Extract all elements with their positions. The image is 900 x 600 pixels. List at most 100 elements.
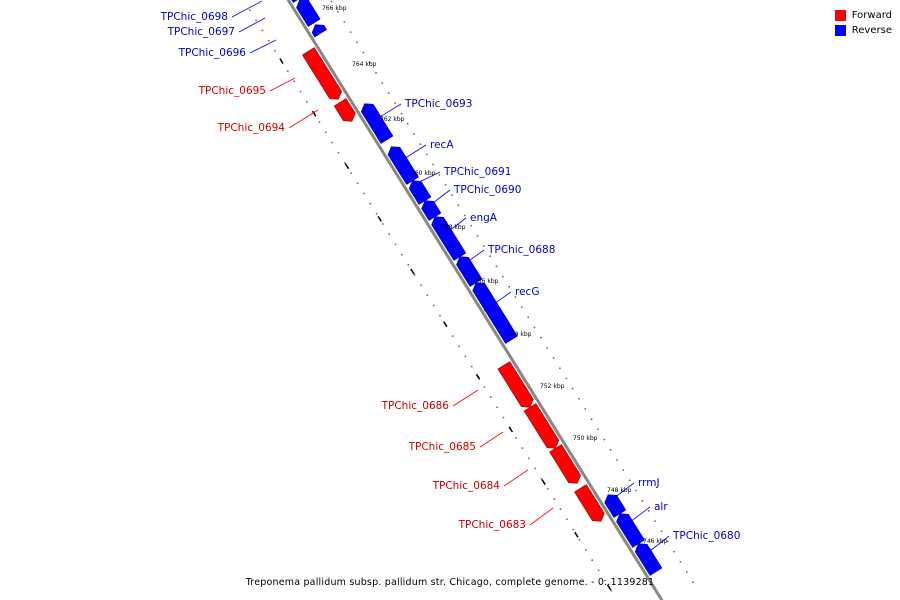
guide-dot — [591, 559, 594, 562]
guide-dot — [388, 233, 391, 236]
leader-line — [231, 0, 263, 18]
guide-dot — [489, 396, 492, 399]
tick-label: 764 kbp — [352, 61, 377, 68]
gene-arrow — [387, 146, 419, 185]
guide-dot — [597, 569, 600, 572]
gene-label: TPChic_0696 — [178, 47, 247, 59]
guide-dot — [425, 153, 428, 156]
guide-dot — [585, 549, 587, 551]
guide-dot — [337, 10, 339, 13]
legend-reverse-label: Reverse — [851, 25, 892, 36]
guide-dot — [660, 530, 663, 533]
guide-dot — [375, 71, 377, 74]
tick-label: 762 kbp — [380, 116, 405, 123]
guide-dot — [565, 377, 568, 380]
guide-dot — [413, 133, 415, 135]
minor-tick — [443, 321, 448, 328]
leader-line — [410, 171, 441, 187]
guide-dot — [628, 479, 631, 482]
gene-arrow — [574, 484, 605, 522]
guide-dot — [331, 141, 334, 144]
gene-label: TPChic_0688 — [487, 244, 555, 256]
gene-label: TPChic_0680 — [672, 530, 740, 542]
guide-dot — [584, 408, 587, 410]
guide-dot — [489, 255, 491, 258]
genome-backbone — [286, 0, 664, 600]
guide-dot — [451, 194, 453, 197]
guide-dot — [546, 488, 549, 490]
guide-dot — [609, 448, 612, 451]
gene-label: recA — [430, 139, 454, 151]
leader-line — [625, 506, 651, 526]
guide-dot — [362, 51, 365, 54]
guide-dot — [419, 143, 422, 146]
guide-dot — [274, 49, 276, 52]
guide-dot — [407, 263, 410, 266]
guide-dot — [482, 245, 485, 247]
guide-dot — [286, 70, 289, 73]
guide-dot — [464, 355, 467, 358]
guide-dot — [413, 274, 416, 276]
guide-dot — [641, 499, 644, 502]
gene-label: TPChic_0684 — [432, 480, 501, 492]
guide-dot — [458, 345, 460, 348]
scale-tick-labels: 766 kbp 764 kbp 762 kbp 760 kbp 758 kbp 756 k… — [322, 5, 668, 545]
guide-dot — [305, 100, 308, 103]
guide-dot — [578, 538, 581, 541]
gene-labels: TPChic_0698 TPChic_0697 TPChic_0696 TPChic_… — [160, 11, 741, 542]
guide-dot — [635, 489, 637, 492]
gene-arrow — [472, 282, 518, 344]
guide-dot — [248, 9, 251, 12]
gene-label: recG — [515, 286, 539, 298]
guide-dot — [438, 173, 441, 176]
guide-dot — [566, 518, 568, 521]
tick-label: 752 kbp — [540, 383, 565, 390]
gene-label: TPChic_0693 — [404, 98, 472, 110]
tick-label: 748 kbp — [607, 487, 632, 494]
guide-dot — [439, 314, 441, 317]
gene-arrow — [549, 444, 581, 484]
guide-dot — [692, 581, 694, 584]
guide-dot — [546, 347, 549, 349]
guide-dot — [387, 92, 390, 95]
guide-dot — [527, 316, 530, 319]
gene-arrow — [301, 47, 342, 100]
guide-dot — [578, 397, 580, 400]
leader-line — [398, 144, 427, 163]
minor-tick — [311, 110, 317, 117]
tick-label: 756 kbp — [474, 278, 499, 285]
legend: Forward Reverse — [834, 8, 892, 38]
guide-dot — [293, 80, 295, 83]
guide-dot — [616, 459, 618, 461]
gene-arrow — [604, 494, 627, 518]
gene-label: TPChic_0691 — [443, 166, 511, 178]
guide-dot — [540, 477, 543, 480]
guide-dot — [666, 540, 669, 543]
guide-dot — [261, 29, 264, 32]
gene-label: TPChic_0695 — [198, 85, 266, 97]
guide-dot — [540, 336, 542, 339]
guide-dot — [502, 416, 505, 419]
guide-dot — [406, 122, 409, 125]
tick-label: 760 kbp — [411, 170, 436, 177]
tick-label: 758 kbp — [441, 224, 466, 231]
guide-dot — [349, 31, 352, 33]
guide-dot — [654, 520, 656, 522]
gene-arrow — [360, 103, 394, 144]
forward-swatch — [834, 10, 846, 21]
guide-dot — [610, 589, 613, 592]
gene-features — [291, 0, 663, 576]
guide-dot — [426, 294, 429, 297]
guide-dot — [381, 82, 384, 84]
leader-line — [479, 431, 504, 448]
leader-line — [458, 249, 485, 269]
guide-dot — [318, 121, 321, 123]
guide-dot — [444, 184, 447, 186]
minor-tick — [508, 426, 514, 433]
guide-dot — [559, 367, 561, 370]
guide-dot — [369, 202, 372, 205]
gene-label: TPChic_0690 — [453, 184, 521, 196]
guide-dot — [622, 469, 625, 471]
leader-line — [609, 482, 635, 502]
guide-dot — [533, 326, 536, 329]
